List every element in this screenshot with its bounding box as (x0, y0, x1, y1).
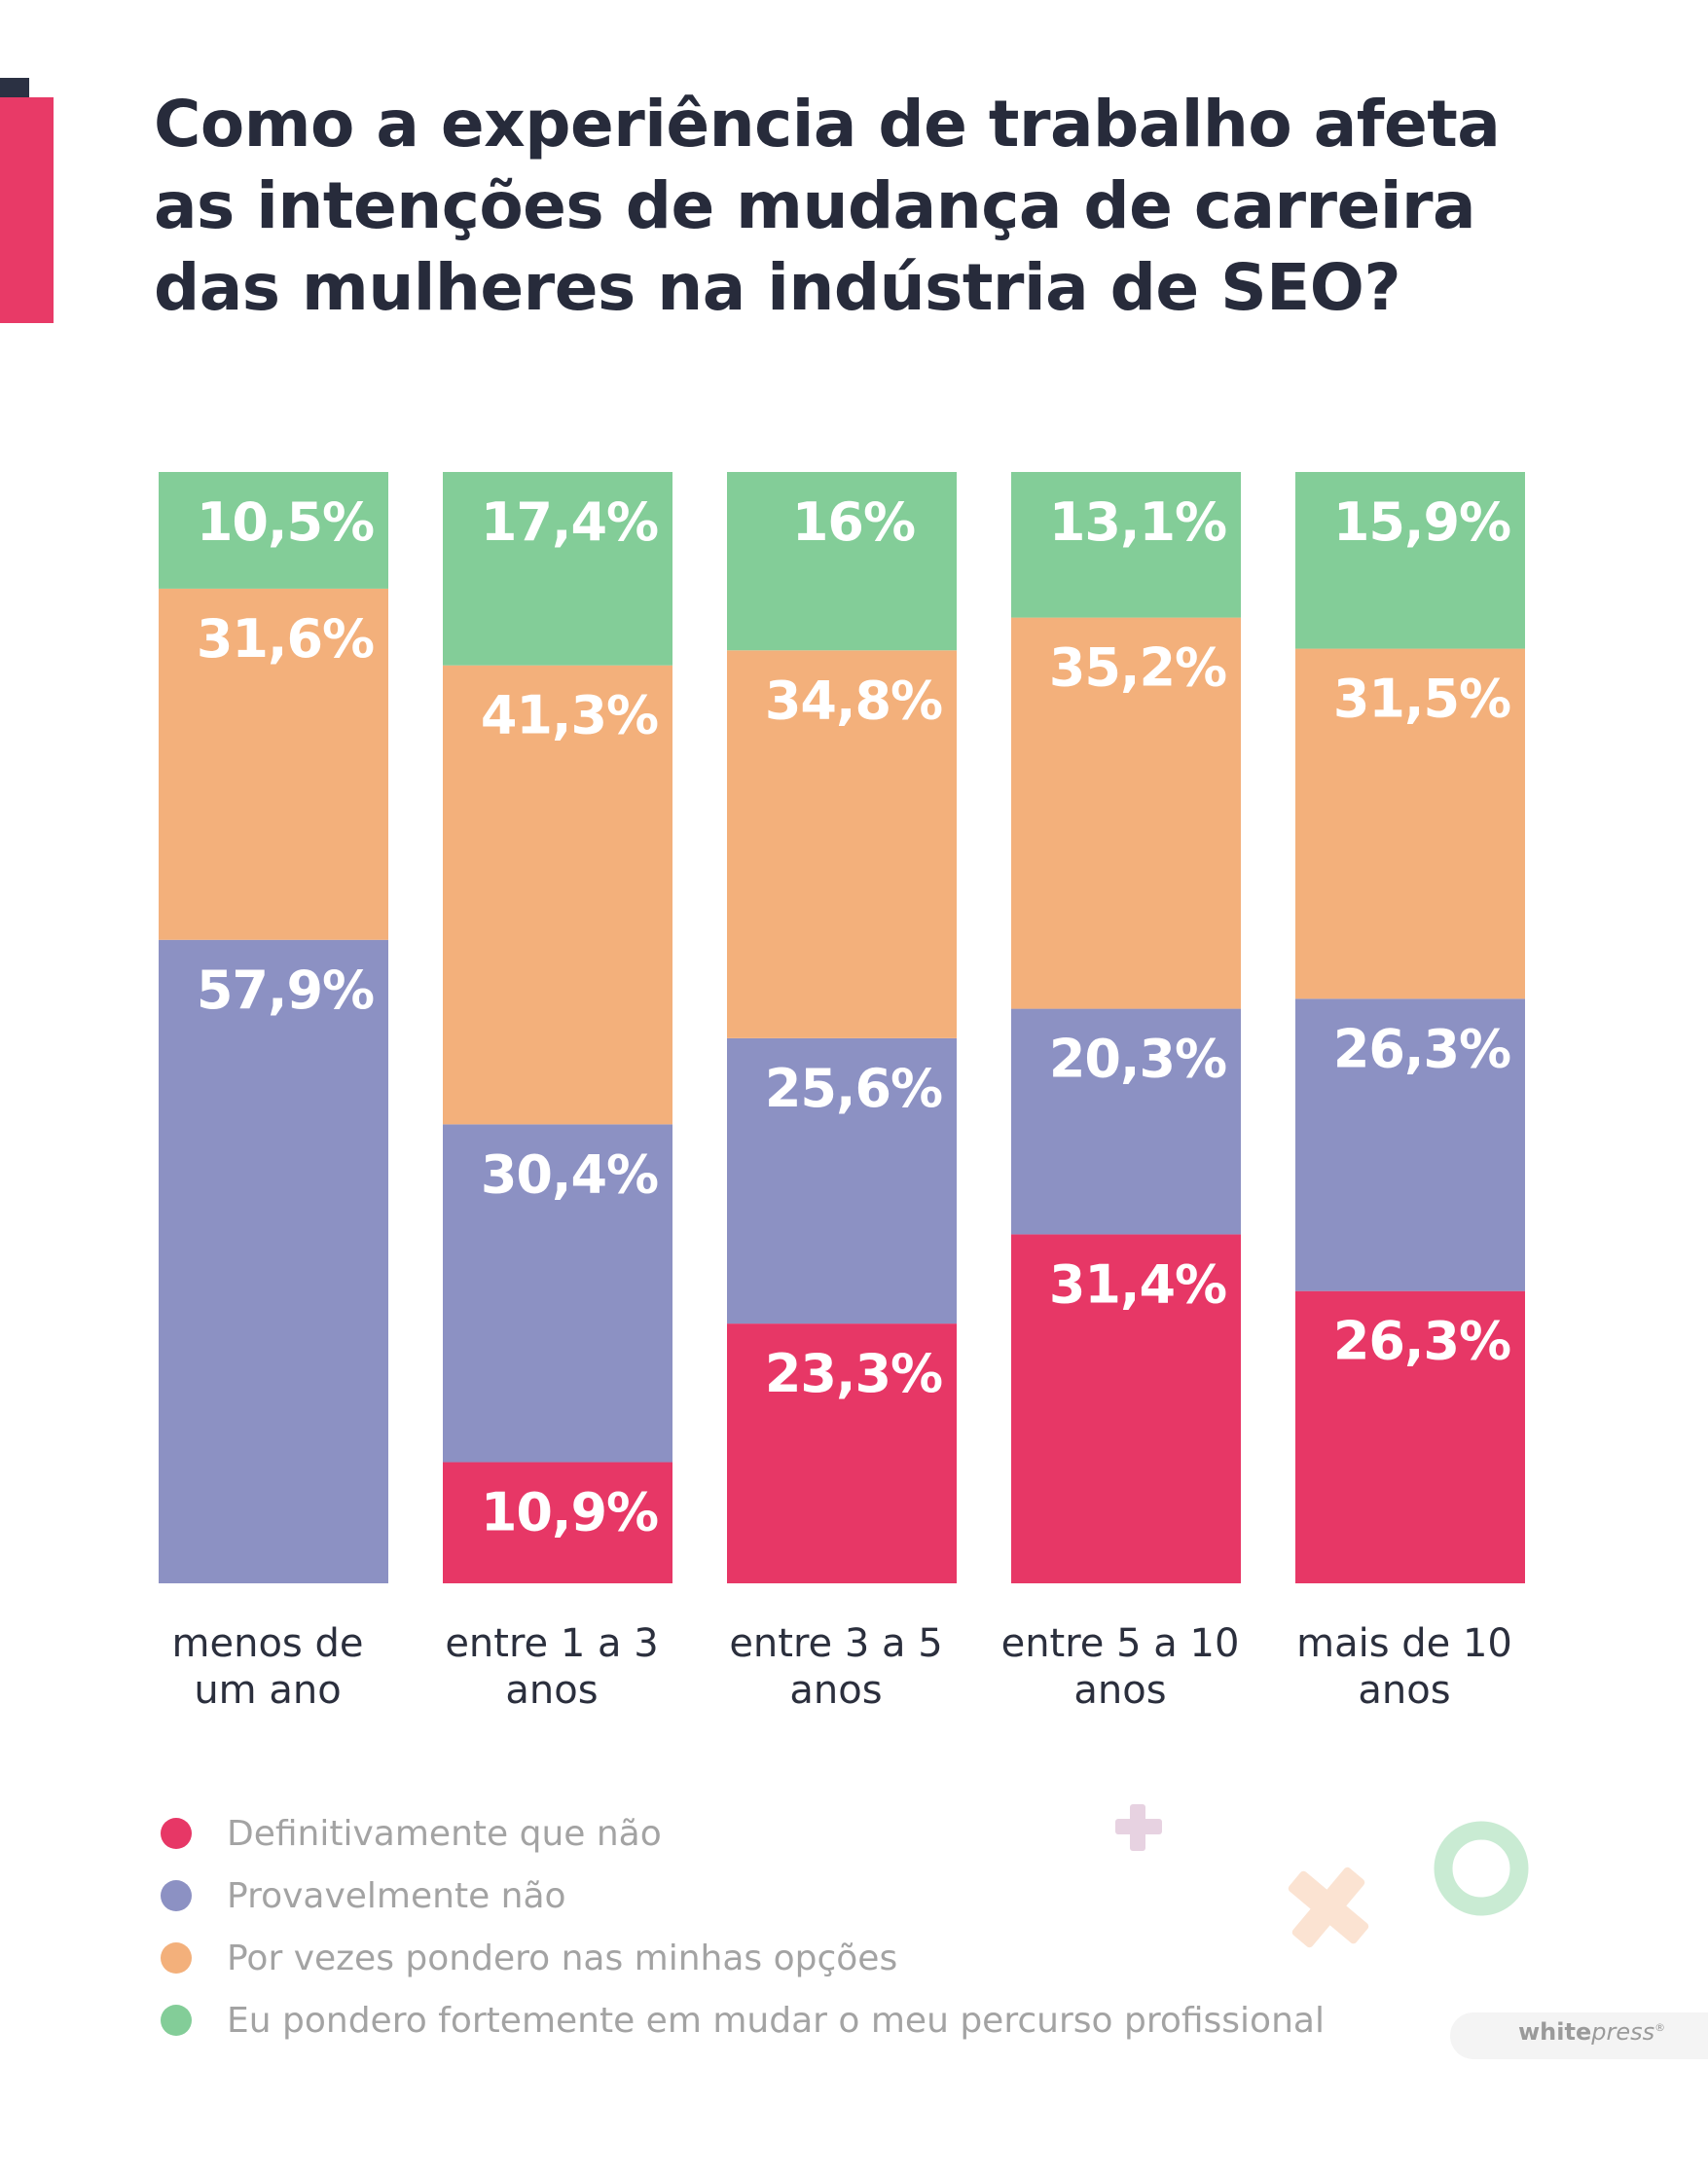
bar-segment-por-vezes-pondero-nas-minhas-opcoes-2 (443, 665, 672, 1125)
data-label-por-vezes-pondero-nas-minhas-opcoes-1: 31,6% (197, 608, 374, 670)
data-label-eu-pondero-fortemente-em-mudar-o-meu-percurso-profissional-3: 16% (792, 491, 915, 553)
title-line-1: Como a experiência de trabalho afeta (154, 87, 1501, 162)
bar-segment-provavelmente-nao-2 (443, 1124, 672, 1463)
data-label-provavelmente-nao-4: 20,3% (1049, 1029, 1226, 1090)
accent-bar-pink (0, 97, 54, 323)
data-label-definitivamente-que-nao-3: 23,3% (765, 1343, 942, 1404)
accent-bar-dark (0, 78, 29, 99)
category-label-2-line-2: anos (505, 1668, 598, 1713)
bar-segment-por-vezes-pondero-nas-minhas-opcoes-5 (1295, 648, 1525, 999)
bar-segment-definitivamente-que-nao-5 (1295, 1290, 1525, 1583)
bar-segment-provavelmente-nao-5 (1295, 998, 1525, 1291)
legend-dot-fortemente (161, 2005, 192, 2036)
legend-label-por-vezes: Por vezes pondero nas minhas opções (227, 1938, 898, 1978)
bar-segment-eu-pondero-fortemente-em-mudar-o-meu-percurso-profissional-2 (443, 472, 672, 666)
title-line-2: as intenções de mudança de carreira (154, 168, 1476, 243)
legend-dot-por-vezes (161, 1942, 192, 1974)
data-label-por-vezes-pondero-nas-minhas-opcoes-3: 34,8% (765, 670, 942, 731)
bar-segment-por-vezes-pondero-nas-minhas-opcoes-3 (727, 650, 957, 1038)
data-label-eu-pondero-fortemente-em-mudar-o-meu-percurso-profissional-4: 13,1% (1049, 491, 1226, 553)
logo-badge (1450, 2012, 1708, 2059)
bar-segment-eu-pondero-fortemente-em-mudar-o-meu-percurso-profissional-3 (727, 472, 957, 651)
category-label-4-line-1: entre 5 a 10 (1001, 1621, 1240, 1666)
bar-segment-definitivamente-que-nao-2 (443, 1462, 672, 1583)
data-label-por-vezes-pondero-nas-minhas-opcoes-2: 41,3% (481, 685, 658, 746)
brand-logo-italic: press (1591, 2018, 1655, 2046)
category-label-5-line-2: anos (1358, 1668, 1450, 1713)
bar-segment-provavelmente-nao-3 (727, 1037, 957, 1324)
bar-segment-eu-pondero-fortemente-em-mudar-o-meu-percurso-profissional-1 (159, 472, 388, 589)
bar-segment-por-vezes-pondero-nas-minhas-opcoes-4 (1011, 617, 1241, 1009)
category-label-2-line-1: entre 1 a 3 (445, 1621, 658, 1666)
data-label-provavelmente-nao-5: 26,3% (1333, 1018, 1510, 1079)
bar-segment-por-vezes-pondero-nas-minhas-opcoes-1 (159, 588, 388, 940)
decor-plus-purple-icon (1115, 1804, 1162, 1851)
data-label-eu-pondero-fortemente-em-mudar-o-meu-percurso-profissional-2: 17,4% (481, 491, 658, 553)
legend-item-definitivamente: Definitivamente que não (161, 1802, 1325, 1865)
brand-logo-mark: ® (1654, 2021, 1666, 2034)
legend-item-provavelmente: Provavelmente não (161, 1865, 1325, 1927)
legend-dot-provavelmente (161, 1880, 192, 1911)
data-label-definitivamente-que-nao-5: 26,3% (1333, 1311, 1510, 1372)
data-label-eu-pondero-fortemente-em-mudar-o-meu-percurso-profissional-1: 10,5% (197, 491, 374, 553)
data-label-definitivamente-que-nao-4: 31,4% (1049, 1253, 1226, 1315)
bar-segment-definitivamente-que-nao-3 (727, 1323, 957, 1583)
category-label-4-line-2: anos (1073, 1668, 1166, 1713)
decor-ring-green-icon (1434, 1821, 1529, 1916)
bar-segment-provavelmente-nao-4 (1011, 1008, 1241, 1235)
category-label-1-line-1: menos de (172, 1621, 364, 1666)
category-label-3-line-2: anos (789, 1668, 882, 1713)
brand-logo: whitepress® (1518, 2018, 1665, 2046)
data-label-provavelmente-nao-1: 57,9% (197, 960, 374, 1021)
chart-title: Como a experiência de trabalho afeta as … (154, 84, 1614, 329)
legend-label-definitivamente: Definitivamente que não (227, 1813, 662, 1854)
category-label-5-line-1: mais de 10 (1296, 1621, 1512, 1666)
data-label-por-vezes-pondero-nas-minhas-opcoes-5: 31,5% (1333, 669, 1510, 730)
data-label-por-vezes-pondero-nas-minhas-opcoes-4: 35,2% (1049, 637, 1226, 699)
decor-cross-peach-icon (1288, 1867, 1369, 1948)
title-line-3: das mulheres na indústria de SEO? (154, 250, 1401, 325)
category-label-1-line-2: um ano (194, 1668, 341, 1713)
brand-logo-bold: white (1518, 2018, 1592, 2046)
legend: Definitivamente que não Provavelmente nã… (161, 1802, 1325, 2051)
bar-segment-eu-pondero-fortemente-em-mudar-o-meu-percurso-profissional-5 (1295, 472, 1525, 649)
category-label-3-line-1: entre 3 a 5 (729, 1621, 942, 1666)
legend-item-por-vezes: Por vezes pondero nas minhas opções (161, 1927, 1325, 1989)
data-label-eu-pondero-fortemente-em-mudar-o-meu-percurso-profissional-5: 15,9% (1333, 491, 1510, 553)
legend-label-provavelmente: Provavelmente não (227, 1875, 566, 1916)
bar-segment-eu-pondero-fortemente-em-mudar-o-meu-percurso-profissional-4 (1011, 472, 1241, 618)
legend-label-fortemente: Eu pondero fortemente em mudar o meu per… (227, 2000, 1325, 2041)
data-label-provavelmente-nao-3: 25,6% (765, 1058, 942, 1119)
bar-segment-provavelmente-nao-1 (159, 939, 388, 1583)
legend-dot-definitivamente (161, 1818, 192, 1849)
data-label-provavelmente-nao-2: 30,4% (481, 1143, 658, 1205)
legend-item-fortemente: Eu pondero fortemente em mudar o meu per… (161, 1989, 1325, 2051)
bar-segment-definitivamente-que-nao-4 (1011, 1234, 1241, 1583)
data-label-definitivamente-que-nao-2: 10,9% (481, 1482, 658, 1543)
